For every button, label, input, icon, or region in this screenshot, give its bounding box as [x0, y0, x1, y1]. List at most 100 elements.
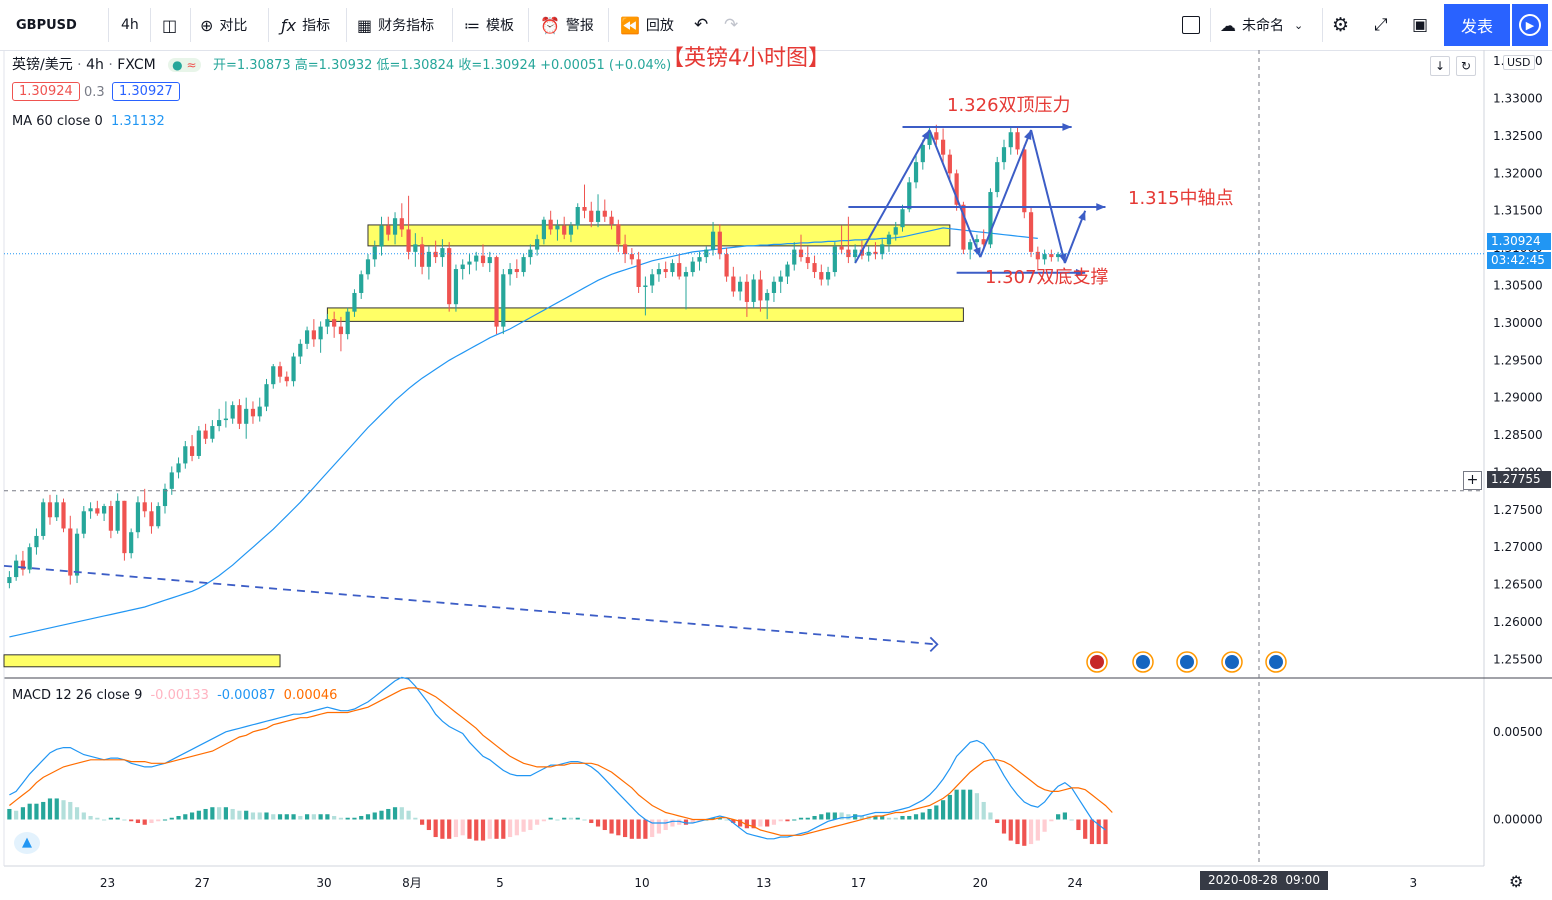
last-price-label: 1.30924 — [1487, 233, 1551, 250]
candle-body — [900, 209, 905, 228]
compare-button[interactable]: ⊕ 对比 — [200, 0, 247, 50]
zigzag-arrow-head — [1078, 210, 1086, 221]
price-tick-label: 1.33000 — [1493, 92, 1543, 106]
macd-hist-bar — [595, 819, 601, 827]
buy-price-button[interactable]: 1.30927 — [112, 82, 180, 101]
macd-hist-bar — [345, 817, 350, 820]
double-top-arrow-head — [1062, 123, 1072, 131]
macd-hist-bar — [893, 817, 898, 820]
candle-body — [683, 272, 689, 277]
candle-body — [893, 227, 898, 235]
support-zones — [3, 224, 964, 668]
macd-legend[interactable]: MACD 12 26 close 9 -0.00133 -0.00087 0.0… — [12, 688, 337, 703]
candle-body — [440, 248, 445, 258]
macd-hist-bar — [1096, 819, 1101, 845]
symbol-search-button[interactable]: GBPUSD — [16, 0, 77, 50]
interval-button[interactable]: 4h — [121, 0, 139, 50]
candle-body — [318, 326, 323, 340]
pivot-arrow-head — [1096, 203, 1106, 211]
axis-layer: 1.335001.330001.325001.320001.315001.310… — [4, 50, 1543, 890]
divider — [1322, 8, 1323, 42]
macd-hist-bar — [873, 815, 878, 820]
time-tick-label: 10 — [634, 876, 649, 890]
candle-body — [244, 408, 249, 424]
candle-body — [947, 154, 952, 174]
financials-button[interactable]: ▦ 财务指标 — [357, 0, 434, 50]
main-legend: 英镑/美元 · 4h · FXCM ● ≈ 开=1.30873 高=1.3093… — [12, 54, 671, 74]
alerts-button[interactable]: ⏰ 警报 — [540, 0, 594, 50]
candle-body — [420, 244, 425, 267]
publish-button[interactable]: 发表 — [1444, 4, 1510, 46]
candle-body — [433, 251, 438, 258]
chart-type-button[interactable]: ◫ — [162, 0, 183, 50]
candle-body — [406, 229, 411, 252]
macd-hist-bar — [941, 800, 946, 820]
candle-body — [873, 251, 878, 255]
macd-hist-bar — [1069, 819, 1074, 821]
settings-button[interactable]: ⚙ — [1332, 0, 1349, 50]
events-layer — [1086, 651, 1287, 673]
zigzag-arrow-head — [921, 129, 930, 140]
publish-label: 发表 — [1460, 17, 1493, 36]
candle-body — [995, 162, 1000, 193]
ma-legend[interactable]: MA 60 close 0 1.31132 — [12, 114, 165, 129]
macd-hist-bar — [135, 819, 141, 824]
save-layout-button[interactable]: ☁ 未命名 ⌄ — [1220, 0, 1303, 50]
status-badge[interactable]: ● ≈ — [168, 58, 201, 72]
plus-circle-icon: ⊕ — [200, 15, 214, 35]
reset-scale-button[interactable]: ↻ — [1456, 56, 1476, 76]
time-axis-settings-button[interactable]: ⚙ — [1509, 872, 1523, 891]
candle-body — [467, 261, 472, 265]
macd-hist-bar — [927, 808, 932, 820]
candle-body — [264, 384, 269, 407]
macd-hist-bar — [34, 803, 39, 820]
ma60-layer — [9, 227, 1038, 638]
candle-body — [311, 330, 316, 340]
macd-hist-bar — [785, 819, 790, 822]
macd-hist-bar — [176, 815, 181, 820]
divider — [268, 8, 269, 42]
candle-body — [981, 239, 986, 245]
currency-label[interactable]: USD — [1503, 55, 1535, 70]
candle-body — [122, 500, 127, 554]
tradingview-logo-icon[interactable]: ▲ — [14, 832, 40, 854]
play-button[interactable]: ▶ — [1512, 4, 1548, 46]
add-alert-plus-button[interactable]: + — [1463, 471, 1482, 490]
candle-body — [907, 182, 912, 210]
candle-body — [196, 430, 201, 456]
redo-button[interactable]: ↷ — [724, 0, 738, 50]
candle-body — [372, 246, 377, 260]
candle-body — [595, 210, 601, 222]
templates-button[interactable]: ≔ 模板 — [464, 0, 514, 50]
macd-hist-bar — [1042, 819, 1047, 832]
candle-body — [839, 246, 844, 250]
undo-button[interactable]: ↶ — [694, 0, 708, 50]
scroll-down-button[interactable]: ↓ — [1430, 56, 1450, 76]
candle-body — [413, 244, 418, 252]
snapshot-button[interactable]: ▣ — [1412, 0, 1428, 50]
candle-body — [41, 502, 46, 536]
candle-body — [95, 508, 100, 514]
macd-hist-bar — [392, 807, 398, 820]
replay-button[interactable]: ⏪ 回放 — [620, 0, 674, 50]
candle-body — [751, 279, 756, 302]
candle-body — [785, 264, 790, 277]
sell-price-button[interactable]: 1.30924 — [12, 82, 80, 101]
candle-body — [27, 547, 32, 570]
indicators-button[interactable]: ƒx 指标 — [281, 0, 330, 50]
fullscreen-button[interactable]: ⤢ — [1374, 0, 1388, 50]
layout-toggle-button[interactable] — [1182, 0, 1200, 50]
price-tick-label: 1.29000 — [1493, 391, 1543, 405]
expand-icon: ⤢ — [1374, 15, 1388, 35]
symbol-label: GBPUSD — [16, 17, 77, 33]
macd-hist-bar — [629, 819, 634, 839]
candle-body — [765, 292, 770, 301]
candle-body — [14, 560, 19, 578]
candle-body — [629, 254, 634, 260]
macd-hist-bar — [765, 819, 770, 827]
time-tick-label: 24 — [1067, 876, 1082, 890]
candle-body — [162, 488, 168, 507]
candle-body — [291, 356, 296, 382]
macd-hist-bar — [325, 814, 330, 820]
